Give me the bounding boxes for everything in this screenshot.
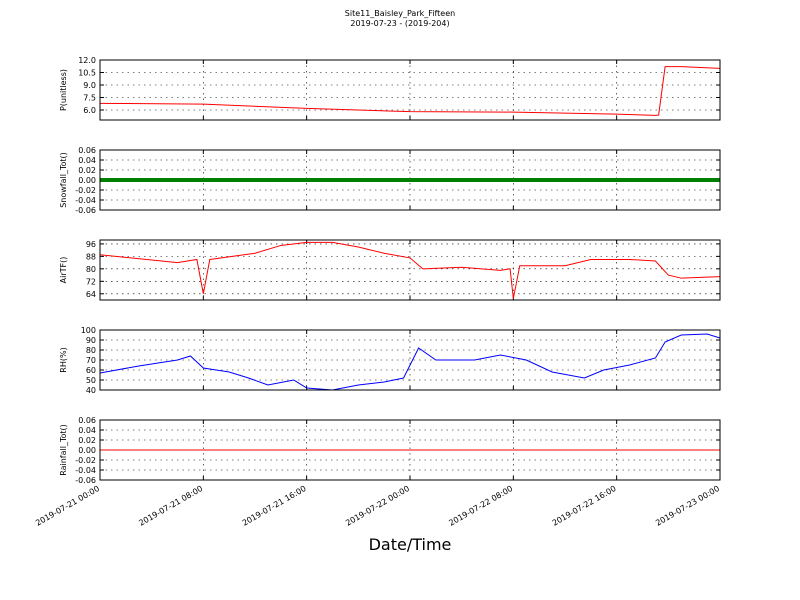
y-tick-label: 40	[86, 386, 96, 395]
y-tick-label: 0.04	[78, 156, 96, 165]
y-axis-label: Snowfall_Tot()	[59, 152, 68, 208]
plot-frame	[99, 239, 721, 301]
y-tick-label: 60	[86, 366, 96, 375]
y-tick-label: 0.02	[78, 436, 96, 445]
y-tick-label: 88	[86, 252, 96, 261]
y-axis-label: Rainfall_Tot()	[59, 424, 68, 476]
x-tick-label: 2019-07-22 16:00	[551, 484, 618, 528]
y-tick-label: -0.04	[75, 466, 96, 475]
plot-frame	[99, 329, 721, 391]
data-line	[99, 241, 721, 299]
y-tick-label: 80	[86, 346, 96, 355]
y-tick-label: 6.0	[83, 106, 96, 115]
y-axis-label: P(unitless)	[59, 69, 68, 111]
x-tick-label: 2019-07-22 00:00	[344, 484, 411, 528]
y-tick-label: -0.02	[75, 186, 96, 195]
y-tick-label: 90	[86, 336, 96, 345]
x-tick-label: 2019-07-22 08:00	[447, 484, 514, 528]
plot-frame	[99, 419, 721, 481]
y-tick-label: 12.0	[78, 56, 96, 65]
y-tick-label: 7.5	[83, 94, 96, 103]
y-tick-label: 100	[81, 326, 96, 335]
x-tick-label: 2019-07-21 08:00	[137, 484, 204, 528]
y-tick-label: -0.04	[75, 196, 96, 205]
y-tick-label: 72	[86, 277, 96, 286]
data-line	[99, 333, 721, 391]
y-tick-label: 0.00	[78, 446, 96, 455]
y-tick-label: 96	[86, 240, 96, 249]
x-tick-label: 2019-07-21 16:00	[241, 484, 308, 528]
plot-frame	[99, 149, 721, 211]
y-tick-label: 10.5	[78, 69, 96, 78]
y-tick-label: 64	[86, 290, 96, 299]
y-tick-label: 80	[86, 265, 96, 274]
y-tick-label: 70	[86, 356, 96, 365]
x-axis-label: Date/Time	[369, 535, 452, 554]
data-line	[99, 66, 721, 116]
y-axis-label: RH(%)	[59, 347, 68, 372]
y-axis-label: AirTF()	[59, 257, 68, 284]
chart-subtitle: 2019-07-23 - (2019-204)	[350, 19, 449, 28]
y-tick-label: 0.00	[78, 176, 96, 185]
y-tick-label: 50	[86, 376, 96, 385]
x-tick-label: 2019-07-23 00:00	[654, 484, 721, 528]
x-tick-label: 2019-07-21 00:00	[34, 484, 101, 528]
plot-frame	[99, 59, 721, 121]
y-tick-label: 0.06	[78, 416, 96, 425]
y-tick-label: 0.04	[78, 426, 96, 435]
y-tick-label: 0.02	[78, 166, 96, 175]
y-tick-label: -0.02	[75, 456, 96, 465]
y-tick-label: 0.06	[78, 146, 96, 155]
chart-title: Site11_Baisley_Park_Fifteen	[345, 9, 455, 18]
y-tick-label: -0.06	[75, 206, 96, 215]
y-tick-label: 9.0	[83, 81, 96, 90]
y-tick-label: -0.06	[75, 476, 96, 485]
